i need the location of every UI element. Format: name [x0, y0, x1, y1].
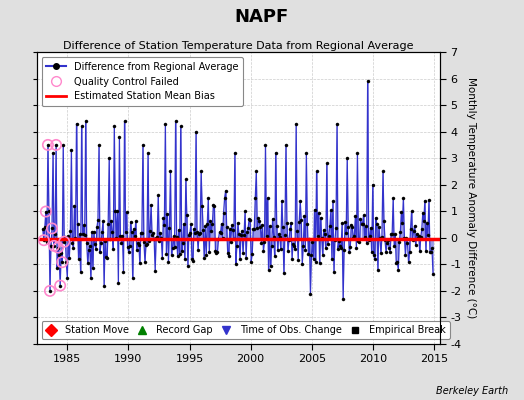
- Text: NAPF: NAPF: [235, 8, 289, 26]
- Point: [54, 244, 62, 251]
- Text: Berkeley Earth: Berkeley Earth: [436, 386, 508, 396]
- Point: [48, 225, 56, 232]
- Point: [52, 142, 60, 148]
- Point: [42, 208, 50, 215]
- Legend: Station Move, Record Gap, Time of Obs. Change, Empirical Break: Station Move, Record Gap, Time of Obs. C…: [41, 321, 450, 339]
- Point: [43, 142, 52, 148]
- Point: [46, 288, 54, 294]
- Title: Difference of Station Temperature Data from Regional Average: Difference of Station Temperature Data f…: [63, 41, 413, 51]
- Y-axis label: Monthly Temperature Anomaly Difference (°C): Monthly Temperature Anomaly Difference (…: [466, 77, 476, 319]
- Point: [56, 282, 64, 289]
- Point: [58, 259, 67, 265]
- Point: [50, 243, 58, 249]
- Point: [60, 238, 69, 245]
- Point: [40, 237, 48, 244]
